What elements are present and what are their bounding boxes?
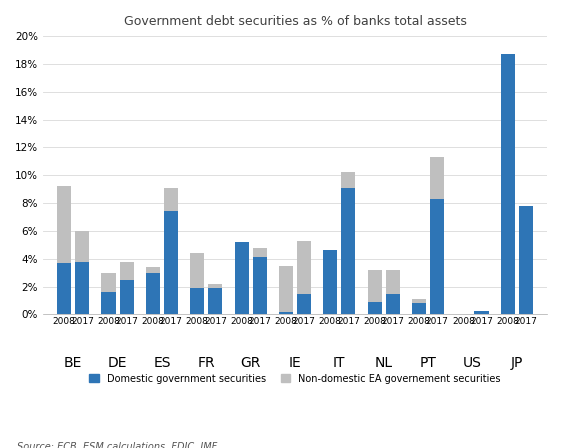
Bar (120, 280, 134, 314)
Bar (190, 288, 204, 314)
Bar (386, 270, 400, 293)
Bar (341, 188, 356, 314)
Bar (75, 231, 89, 262)
Bar (430, 199, 444, 314)
Bar (164, 188, 178, 211)
Bar (209, 284, 223, 288)
Bar (102, 292, 116, 314)
Bar (209, 288, 223, 314)
Bar (146, 267, 160, 273)
Bar (297, 241, 311, 293)
Title: Government debt securities as % of banks total assets: Government debt securities as % of banks… (124, 15, 466, 28)
Bar (279, 312, 293, 314)
Bar (430, 157, 444, 199)
Bar (234, 242, 248, 314)
Bar (501, 54, 515, 314)
Bar (253, 248, 267, 257)
Bar (412, 299, 426, 302)
Bar (297, 293, 311, 314)
Bar (57, 186, 71, 263)
Bar (323, 250, 337, 314)
Bar (386, 293, 400, 314)
Bar (253, 257, 267, 314)
Legend: Domestic government securities, Non-domestic EA governement securities: Domestic government securities, Non-dome… (85, 370, 505, 388)
Bar (57, 263, 71, 314)
Bar (75, 262, 89, 314)
Bar (102, 273, 116, 292)
Bar (279, 266, 293, 312)
Bar (474, 311, 488, 314)
Bar (368, 270, 382, 302)
Bar (519, 206, 533, 314)
Bar (368, 302, 382, 314)
Bar (146, 273, 160, 314)
Bar (164, 211, 178, 314)
Bar (412, 302, 426, 314)
Bar (190, 253, 204, 288)
Text: Source: ECB, ESM calculations, FDIC, IMF.: Source: ECB, ESM calculations, FDIC, IMF… (17, 443, 219, 448)
Bar (341, 172, 356, 188)
Bar (120, 262, 134, 280)
